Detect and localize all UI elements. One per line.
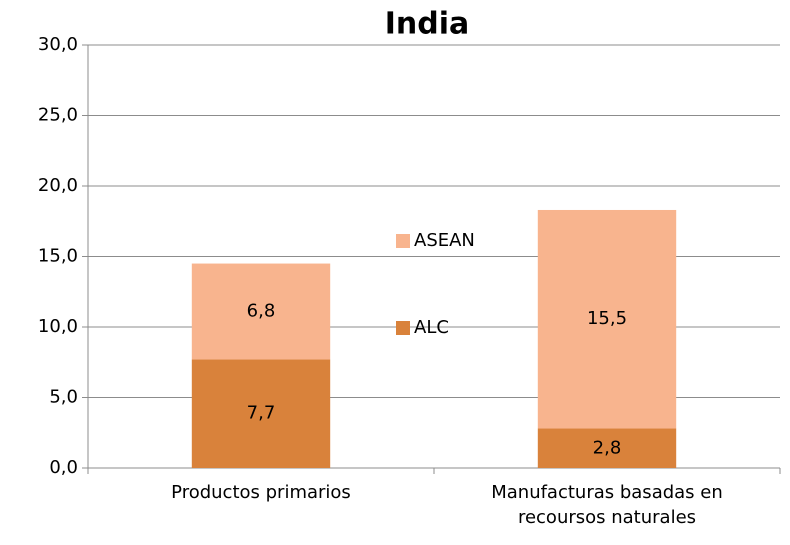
- data-label: 2,8: [593, 437, 622, 458]
- y-tick-label: 30,0: [38, 34, 78, 55]
- y-tick-label: 15,0: [38, 246, 78, 267]
- legend-label: ASEAN: [414, 230, 475, 251]
- data-label: 15,5: [587, 308, 627, 329]
- y-tick-label: 5,0: [49, 387, 78, 408]
- chart-title: India: [385, 7, 470, 42]
- x-tick-label: Manufacturas basadas en recoursos natura…: [491, 482, 723, 528]
- data-label: 6,8: [247, 300, 276, 321]
- legend-label: ALC: [414, 317, 449, 338]
- x-tick-label-box: Manufacturas basadas en recoursos natura…: [491, 482, 723, 528]
- bar-segment: [537, 209, 677, 429]
- x-tick-label-box: Productos primarios: [171, 482, 351, 503]
- y-tick-label: 25,0: [38, 105, 78, 126]
- y-tick-label: 0,0: [49, 457, 78, 478]
- x-tick-label: Productos primarios: [171, 482, 351, 503]
- y-tick-label: 10,0: [38, 316, 78, 337]
- data-label: 7,7: [247, 403, 276, 424]
- bar-segment: [537, 428, 677, 468]
- bar-segment: [191, 359, 331, 468]
- bar-segment: [191, 263, 331, 360]
- legend-swatch: [396, 321, 410, 335]
- legend-swatch: [396, 234, 410, 248]
- y-tick-label: 20,0: [38, 175, 78, 196]
